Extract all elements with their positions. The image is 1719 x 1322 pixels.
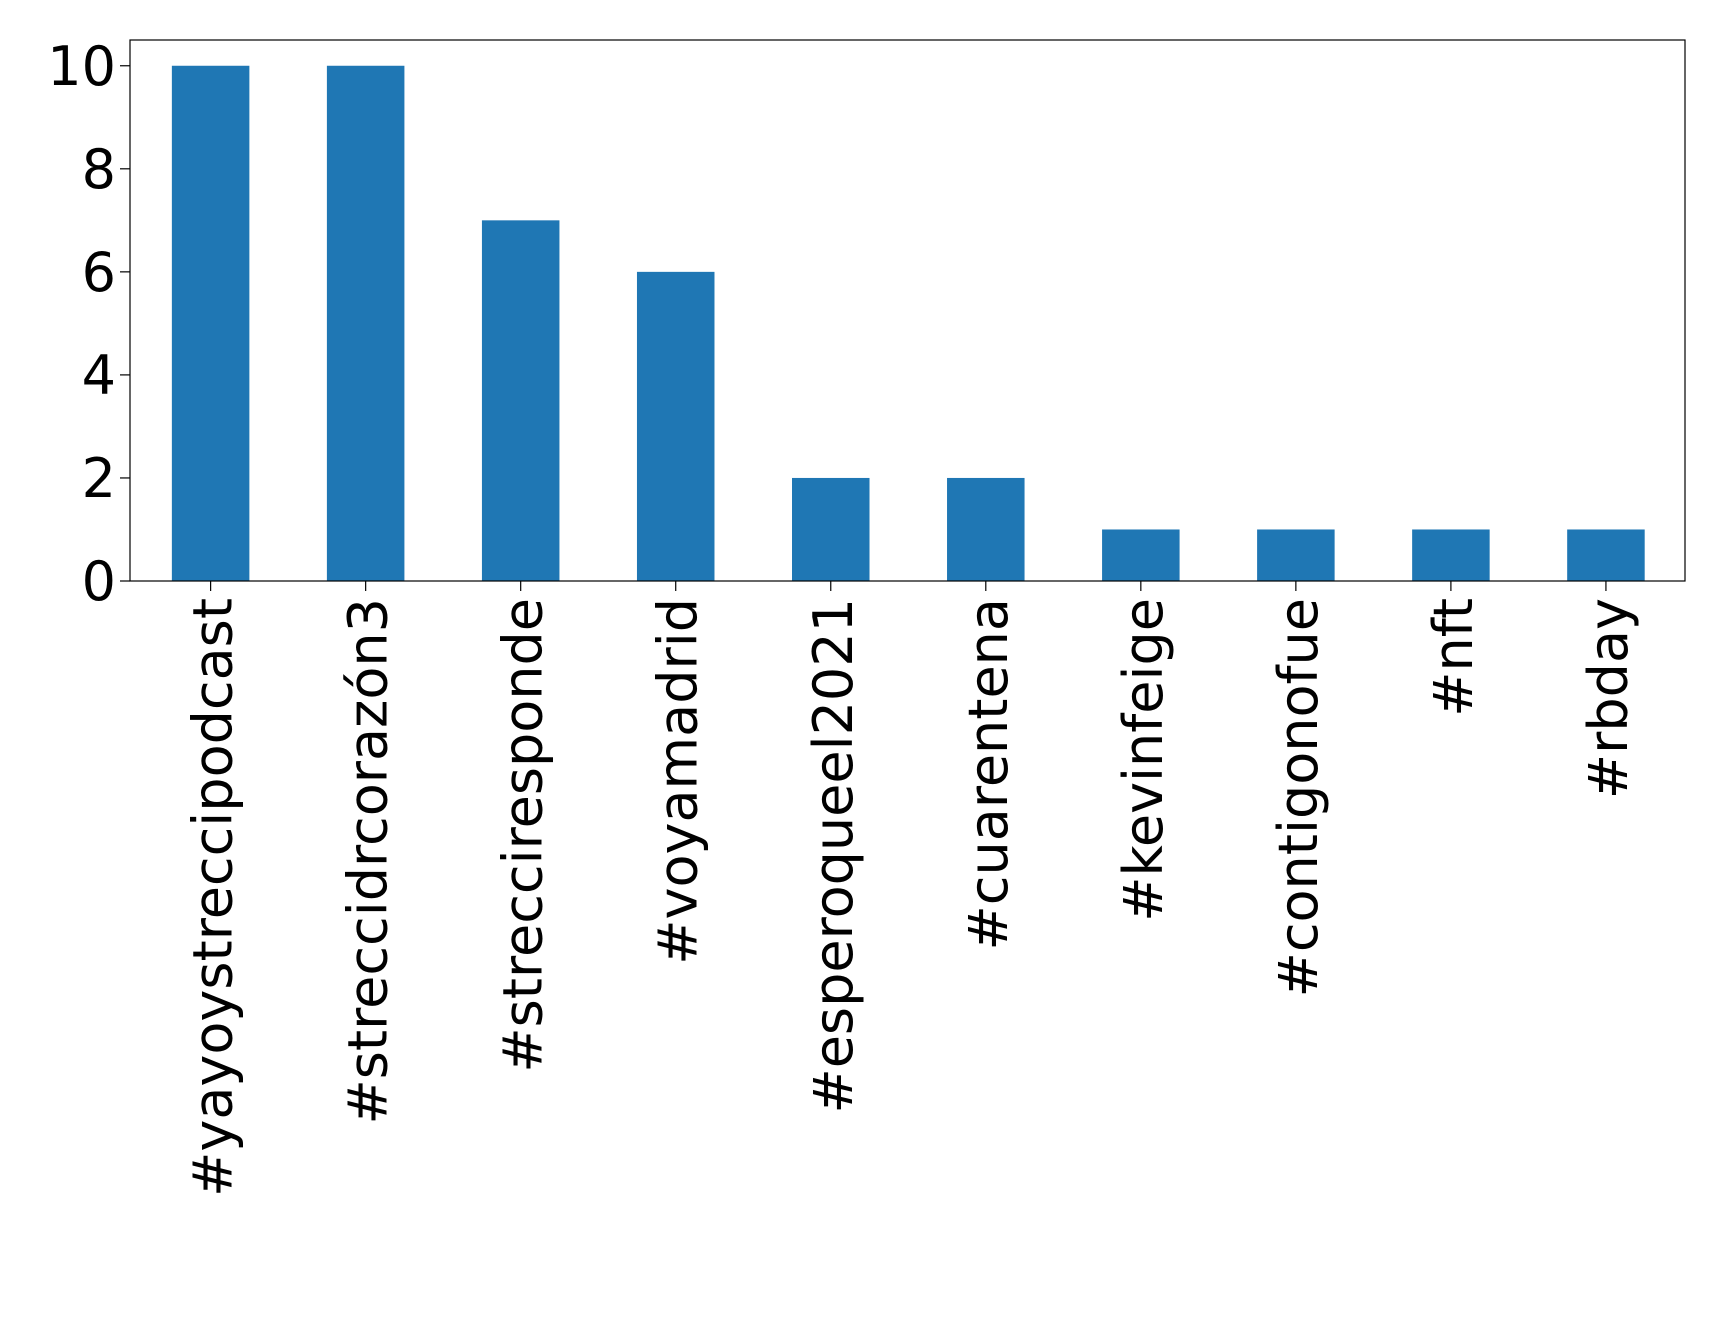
x-tick-label: #esperoqueel2021 <box>802 598 865 1114</box>
y-tick-label: 0 <box>82 550 116 613</box>
y-axis: 0 2 4 6 8 10 <box>47 35 130 613</box>
y-tick-label: 8 <box>82 138 116 201</box>
bar <box>326 65 405 581</box>
x-tick-label: #streccidrcorazón3 <box>337 598 400 1124</box>
x-axis: #yayoystreccipodcast #streccidrcorazón3 #s… <box>182 581 1640 1197</box>
x-tick-label: #voyamadrid <box>647 598 710 965</box>
x-tick-label: #kevinfeige <box>1112 598 1175 922</box>
x-tick-label: #contigonofue <box>1267 598 1330 997</box>
x-tick-label: #strecciresponde <box>492 598 555 1073</box>
plot-frame <box>129 39 1686 582</box>
bar <box>791 477 870 581</box>
bar <box>947 477 1025 581</box>
bar <box>1567 529 1645 581</box>
x-tick-label: #nft <box>1422 598 1485 717</box>
y-tick-label: 2 <box>82 447 116 510</box>
y-tick-label: 10 <box>47 35 116 98</box>
bar <box>1257 529 1335 581</box>
x-tick-label: #rbday <box>1577 598 1640 799</box>
bar <box>481 220 560 582</box>
x-tick-label: #cuarentena <box>957 598 1020 950</box>
y-tick-label: 4 <box>82 344 116 407</box>
bars-group <box>171 65 1645 582</box>
x-tick-label: #yayoystreccipodcast <box>182 598 245 1197</box>
bar <box>1102 529 1180 581</box>
bar <box>636 271 715 581</box>
bar <box>1412 529 1490 581</box>
bar <box>171 65 250 581</box>
y-tick-label: 6 <box>82 241 116 304</box>
